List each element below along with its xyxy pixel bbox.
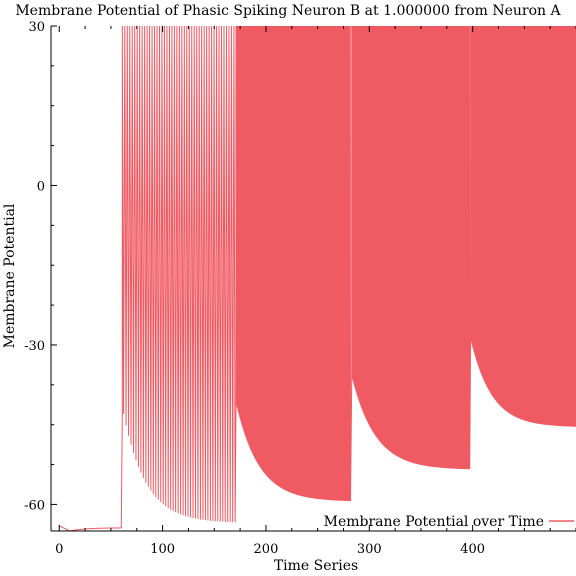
series-line-membrane-potential bbox=[59, 26, 576, 531]
y-axis: -60 -30 0 30 bbox=[24, 20, 57, 513]
x-tick-label: 100 bbox=[150, 542, 175, 557]
y-tick-label: -30 bbox=[24, 339, 45, 354]
legend-label: Membrane Potential over Time bbox=[324, 514, 544, 530]
x-tick-label: 300 bbox=[357, 542, 382, 557]
y-tick-label: 30 bbox=[28, 20, 45, 35]
y-tick-label: -60 bbox=[24, 498, 45, 513]
x-tick-label: 0 bbox=[55, 542, 63, 557]
plot-area bbox=[59, 26, 576, 531]
y-axis-label: Membrane Potential bbox=[2, 203, 18, 348]
chart-title: Membrane Potential of Phasic Spiking Neu… bbox=[15, 3, 561, 19]
legend: Membrane Potential over Time bbox=[324, 514, 574, 530]
x-axis-label: Time Series bbox=[274, 558, 358, 574]
y-tick-label: 0 bbox=[37, 179, 45, 194]
x-tick-label: 200 bbox=[254, 542, 279, 557]
x-tick-label: 400 bbox=[460, 542, 485, 557]
